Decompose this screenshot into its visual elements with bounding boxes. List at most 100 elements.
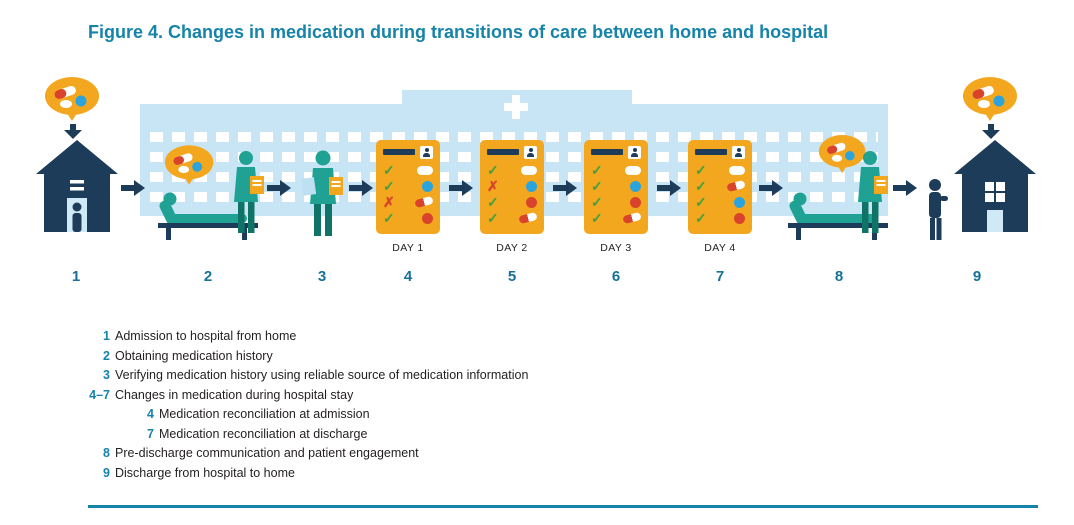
arrow-right-icon bbox=[267, 180, 291, 196]
check-icon: ✓ bbox=[591, 162, 603, 178]
legend-number: 9 bbox=[103, 465, 110, 480]
chart-title-bar bbox=[487, 149, 519, 155]
step-number: 7 bbox=[715, 268, 725, 285]
check-icon: ✓ bbox=[383, 162, 395, 178]
arrow-right-icon bbox=[553, 180, 577, 196]
legend-item: 1 Admission to hospital from home bbox=[88, 327, 528, 347]
medication-chart-day-1: ✓ ✓ ✗ ✓ bbox=[376, 140, 440, 234]
pill-icon bbox=[726, 179, 746, 193]
clinician-icon bbox=[234, 151, 264, 233]
pill-icon bbox=[414, 195, 434, 209]
legend-item: 8 Pre-discharge communication and patien… bbox=[88, 444, 528, 464]
step-number: 5 bbox=[507, 268, 517, 285]
check-icon: ✓ bbox=[695, 210, 707, 226]
figure-title: Figure 4. Changes in medication during t… bbox=[88, 22, 829, 42]
pill-icon bbox=[526, 196, 537, 208]
pill-icon bbox=[734, 212, 745, 224]
legend-item: 4 Medication reconciliation at admission bbox=[88, 405, 528, 425]
x-icon: ✗ bbox=[383, 194, 395, 210]
legend-text: Obtaining medication history bbox=[115, 348, 273, 363]
pill-icon bbox=[734, 196, 745, 208]
legend-text: Admission to hospital from home bbox=[115, 329, 297, 343]
pill-icon bbox=[630, 180, 641, 192]
clinician-icon bbox=[858, 151, 888, 233]
legend-number: 2 bbox=[103, 348, 110, 363]
chart-title-bar bbox=[383, 149, 415, 155]
patient-bed-icon bbox=[788, 192, 888, 240]
legend-item: 3 Verifying medication history using rel… bbox=[88, 366, 528, 386]
check-icon: ✓ bbox=[591, 210, 603, 226]
legend-text: Verifying medication history using relia… bbox=[115, 368, 529, 382]
day-label: DAY 1 bbox=[392, 242, 424, 254]
step-number: 6 bbox=[611, 268, 621, 285]
pill-icon bbox=[622, 211, 642, 225]
pill-icon bbox=[518, 211, 538, 225]
check-icon: ✓ bbox=[695, 162, 707, 178]
check-icon: ✓ bbox=[695, 194, 707, 210]
pill-bubble-icon bbox=[963, 77, 1017, 121]
legend-text: Discharge from hospital to home bbox=[115, 465, 295, 480]
step-number: 9 bbox=[972, 268, 982, 285]
check-icon: ✓ bbox=[487, 162, 499, 178]
pill-bubble-icon bbox=[818, 135, 866, 173]
pill-icon bbox=[417, 165, 433, 175]
step-number: 8 bbox=[834, 268, 844, 285]
check-icon: ✓ bbox=[383, 178, 395, 194]
day-label: DAY 2 bbox=[496, 242, 528, 254]
chart-title-bar bbox=[591, 149, 623, 155]
pill-icon bbox=[521, 165, 537, 175]
day-label: DAY 4 bbox=[704, 242, 736, 254]
check-icon: ✓ bbox=[591, 178, 603, 194]
arrow-right-icon bbox=[893, 180, 917, 196]
arrow-down-icon bbox=[982, 124, 1000, 139]
patient-photo-icon bbox=[628, 146, 641, 159]
legend-item: 4–7 Changes in medication during hospita… bbox=[88, 386, 528, 406]
arrow-right-icon bbox=[121, 180, 145, 196]
legend-number: 3 bbox=[103, 368, 110, 382]
step-number: 1 bbox=[71, 268, 81, 285]
pill-bubble-icon bbox=[164, 145, 214, 185]
pill-icon bbox=[526, 180, 537, 192]
patient-photo-icon bbox=[524, 146, 537, 159]
medication-chart-day-4: ✓ ✓ ✓ ✓ bbox=[688, 140, 752, 234]
arrow-right-icon bbox=[657, 180, 681, 196]
step-number: 3 bbox=[317, 268, 327, 285]
pill-icon bbox=[729, 165, 745, 175]
day-label: DAY 3 bbox=[600, 242, 632, 254]
step-number: 2 bbox=[203, 268, 213, 285]
legend-text: Pre-discharge communication and patient … bbox=[115, 446, 419, 460]
check-icon: ✓ bbox=[487, 194, 499, 210]
legend-text: Medication reconciliation at discharge bbox=[159, 426, 368, 441]
arrow-down-icon bbox=[64, 124, 82, 139]
arrow-right-icon bbox=[349, 180, 373, 196]
pill-bubble-icon bbox=[45, 77, 99, 121]
legend-number: 8 bbox=[103, 446, 110, 460]
legend-item: 7 Medication reconciliation at discharge bbox=[88, 425, 528, 445]
legend-item: 9 Discharge from hospital to home bbox=[88, 464, 528, 484]
check-icon: ✓ bbox=[591, 194, 603, 210]
bottom-rule bbox=[88, 505, 1038, 508]
check-icon: ✓ bbox=[383, 210, 395, 226]
legend-number: 4 bbox=[147, 407, 154, 421]
pill-icon bbox=[422, 212, 433, 224]
hospital-cross-icon bbox=[504, 95, 528, 119]
medication-chart-day-3: ✓ ✓ ✓ ✓ bbox=[584, 140, 648, 234]
chart-title-bar bbox=[695, 149, 727, 155]
patient-photo-icon bbox=[732, 146, 745, 159]
legend-text: Medication reconciliation at admission bbox=[159, 407, 370, 421]
arrow-right-icon bbox=[759, 180, 783, 196]
check-icon: ✓ bbox=[487, 210, 499, 226]
patient-bed-icon bbox=[158, 192, 258, 240]
legend-text: Changes in medication during hospital st… bbox=[115, 387, 354, 402]
legend-number: 1 bbox=[103, 329, 110, 343]
legend-number: 7 bbox=[147, 426, 154, 441]
legend-item: 2 Obtaining medication history bbox=[88, 347, 528, 367]
patient-photo-icon bbox=[420, 146, 433, 159]
legend-number: 4–7 bbox=[89, 387, 110, 402]
house-icon bbox=[954, 140, 1036, 232]
pill-icon bbox=[625, 165, 641, 175]
house-icon bbox=[36, 140, 118, 232]
pill-icon bbox=[630, 196, 641, 208]
clinician-icon bbox=[300, 150, 343, 236]
